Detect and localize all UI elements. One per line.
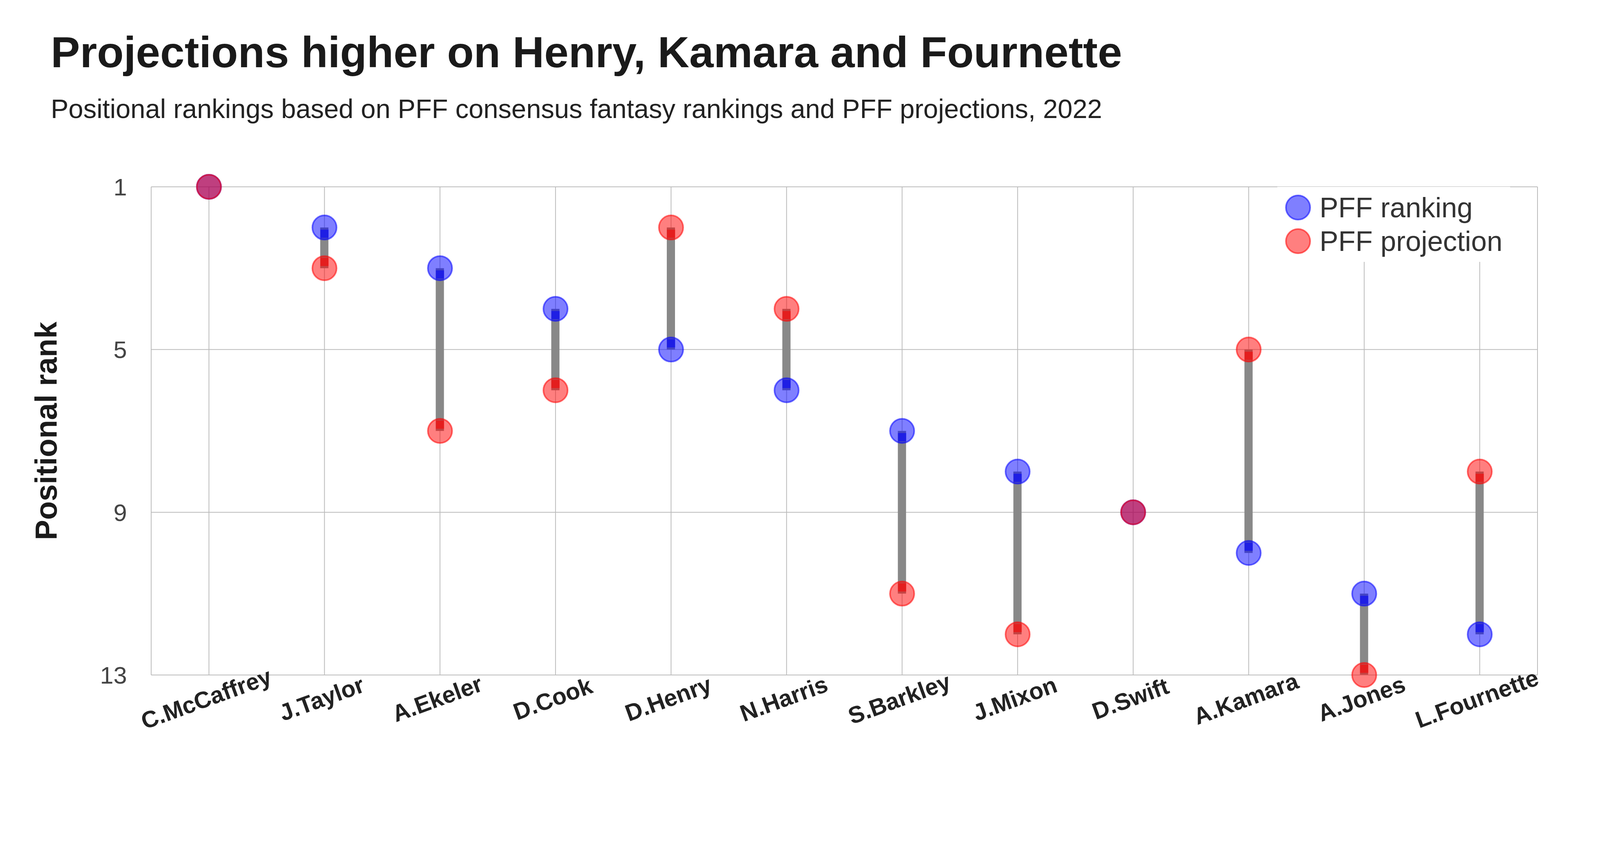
svg-text:A.Ekeler: A.Ekeler bbox=[388, 669, 486, 727]
svg-text:S.Barkley: S.Barkley bbox=[844, 667, 955, 729]
svg-text:A.Jones: A.Jones bbox=[1314, 670, 1409, 727]
svg-text:J.Mixon: J.Mixon bbox=[969, 671, 1061, 726]
svg-text:C.McCaffrey: C.McCaffrey bbox=[137, 662, 275, 734]
html-text:Projections higher on Henry, K: Projections higher on Henry, Kamara and … bbox=[50, 27, 1123, 77]
svg-text:Positional rank: Positional rank bbox=[28, 321, 64, 540]
svg-text:5: 5 bbox=[113, 335, 127, 363]
svg-text:D.Cook: D.Cook bbox=[509, 671, 597, 725]
html-text:Positional rankings based on P: Positional rankings based on PFF consens… bbox=[50, 93, 1103, 124]
svg-text:9: 9 bbox=[113, 498, 127, 526]
svg-text:A.Kamara: A.Kamara bbox=[1190, 667, 1303, 730]
svg-text:D.Henry: D.Henry bbox=[621, 670, 716, 727]
svg-text:L.Fournette: L.Fournette bbox=[1412, 664, 1543, 733]
svg-text:D.Swift: D.Swift bbox=[1088, 672, 1173, 725]
html-text:PFF projection: PFF projection bbox=[1319, 225, 1503, 257]
svg-text:13: 13 bbox=[100, 661, 127, 689]
html-text:PFF ranking: PFF ranking bbox=[1319, 191, 1473, 224]
svg-text:1: 1 bbox=[113, 173, 127, 201]
svg-text:N.Harris: N.Harris bbox=[736, 670, 831, 727]
svg-text:J.Taylor: J.Taylor bbox=[275, 671, 368, 726]
